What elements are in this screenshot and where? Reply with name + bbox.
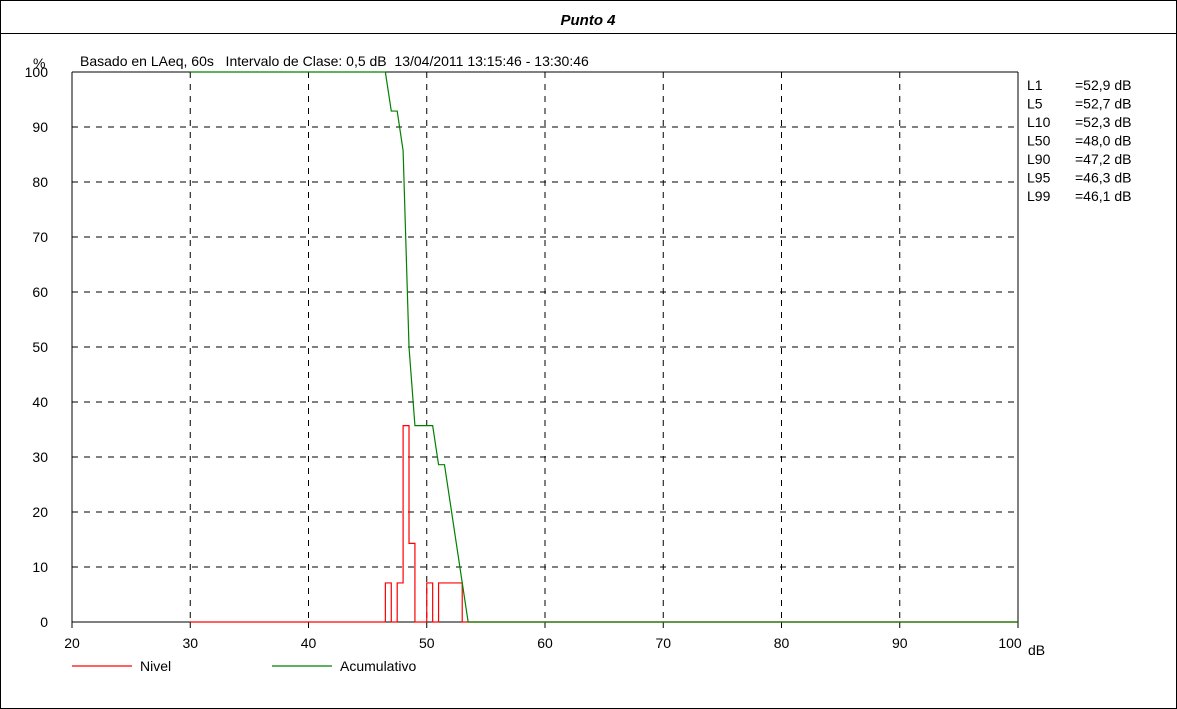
y-tick-label: 30 bbox=[32, 449, 48, 465]
x-tick-label: 90 bbox=[892, 635, 908, 651]
stat-label: L90 bbox=[1027, 151, 1051, 167]
stat-label: L50 bbox=[1027, 133, 1051, 149]
y-tick-label: 40 bbox=[32, 394, 48, 410]
y-tick-labels: 0 10 20 30 40 50 60 70 80 90 100 bbox=[25, 64, 49, 630]
x-tick-label: 80 bbox=[774, 635, 790, 651]
stat-label: L1 bbox=[1027, 77, 1043, 93]
y-tick-label: 0 bbox=[40, 614, 48, 630]
x-tick-labels: 20 30 40 50 60 70 80 90 100 bbox=[64, 635, 1022, 651]
stat-label: L95 bbox=[1027, 170, 1051, 186]
chart-title: Punto 4 bbox=[561, 12, 617, 29]
y-tick-label: 90 bbox=[32, 119, 48, 135]
x-tick-label: 30 bbox=[182, 635, 198, 651]
x-tick-label: 100 bbox=[998, 635, 1022, 651]
stat-label: L99 bbox=[1027, 188, 1051, 204]
y-tick-label: 100 bbox=[25, 64, 49, 80]
y-tick-label: 10 bbox=[32, 559, 48, 575]
stat-value: =48,0 dB bbox=[1075, 133, 1131, 149]
x-tick-label: 20 bbox=[64, 635, 80, 651]
y-tick-label: 50 bbox=[32, 339, 48, 355]
x-tick-label: 60 bbox=[537, 635, 553, 651]
legend-label: Nivel bbox=[140, 658, 171, 674]
stat-value: =47,2 dB bbox=[1075, 151, 1131, 167]
legend-label: Acumulativo bbox=[340, 658, 416, 674]
series-line-acumulativo bbox=[190, 71, 1018, 623]
x-axis-label: dB bbox=[1028, 642, 1045, 658]
stat-label: L5 bbox=[1027, 96, 1043, 112]
stat-value: =46,3 dB bbox=[1075, 170, 1131, 186]
x-tick-label: 40 bbox=[301, 635, 317, 651]
legend: Nivel Acumulativo bbox=[72, 658, 416, 674]
x-tick-label: 70 bbox=[655, 635, 671, 651]
y-tick-label: 60 bbox=[32, 284, 48, 300]
series-line-nivel bbox=[190, 425, 1018, 623]
stat-value: =46,1 dB bbox=[1075, 188, 1131, 204]
stats-panel: L1 =52,9 dB L5 =52,7 dB L10 =52,3 dB L50 =48,0 … bbox=[1027, 77, 1131, 204]
y-axis-label: % bbox=[33, 55, 45, 71]
stat-value: =52,9 dB bbox=[1075, 77, 1131, 93]
stat-value: =52,7 dB bbox=[1075, 96, 1131, 112]
chart-subtitle: Basado en LAeq, 60s Intervalo de Clase: … bbox=[80, 53, 589, 69]
grid bbox=[72, 72, 1018, 622]
stat-label: L10 bbox=[1027, 114, 1051, 130]
y-tick-label: 70 bbox=[32, 229, 48, 245]
stat-value: =52,3 dB bbox=[1075, 114, 1131, 130]
series-lines bbox=[190, 71, 1018, 623]
x-tick-label: 50 bbox=[419, 635, 435, 651]
y-tick-label: 80 bbox=[32, 174, 48, 190]
y-tick-label: 20 bbox=[32, 504, 48, 520]
